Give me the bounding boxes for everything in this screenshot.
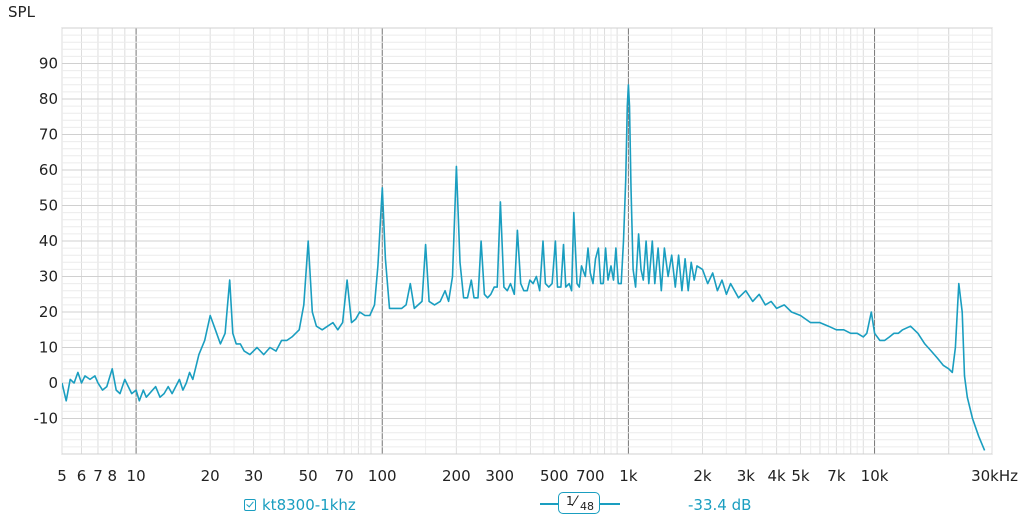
- smoothing-value-box[interactable]: 1 ⁄ 48: [558, 492, 600, 514]
- fraction-slash-icon: ⁄: [574, 494, 577, 510]
- y-tick-label: 20: [39, 303, 58, 321]
- x-tick-label: 50: [299, 467, 318, 485]
- y-tick-label: 30: [39, 268, 58, 286]
- y-tick-label: 10: [39, 339, 58, 357]
- x-tick-label: 30: [244, 467, 263, 485]
- series-toggle[interactable]: kt8300-1khz: [244, 496, 356, 514]
- x-tick-label: 6: [77, 467, 87, 485]
- x-tick-label: 10k: [861, 467, 889, 485]
- x-tick-label: 5: [57, 467, 67, 485]
- x-tick-label: 2k: [693, 467, 712, 485]
- checkbox-checked-icon[interactable]: [244, 499, 256, 511]
- smoothing-denominator: 48: [580, 500, 594, 513]
- x-tick-label: 30kHz: [971, 467, 1018, 485]
- x-tick-label: 100: [368, 467, 397, 485]
- y-tick-label: 70: [39, 126, 58, 144]
- y-tick-label: 0: [48, 374, 58, 392]
- y-tick-label: -10: [34, 410, 59, 428]
- y-tick-labels: -10 0 10 20 30 40 50 60 70 80 90: [34, 55, 59, 428]
- x-tick-labels: 5 6 7 8 10 20 30 50 70 100 200 300 500 700 1k 2k 3k 4k 5k 7…: [57, 467, 1018, 485]
- x-tick-label: 1k: [619, 467, 638, 485]
- x-tick-label: 700: [576, 467, 605, 485]
- y-tick-label: 90: [39, 55, 58, 73]
- smoothing-control[interactable]: 1 ⁄ 48: [540, 492, 620, 516]
- x-tick-label: 10: [127, 467, 146, 485]
- x-tick-label: 5k: [791, 467, 810, 485]
- cursor-readout: -33.4 dB: [688, 496, 751, 514]
- x-tick-label: 300: [485, 467, 514, 485]
- x-tick-label: 70: [335, 467, 354, 485]
- x-tick-label: 7k: [827, 467, 846, 485]
- x-tick-label: 7: [93, 467, 103, 485]
- y-tick-label: 60: [39, 161, 58, 179]
- cursor-readout-value: -33.4 dB: [688, 496, 752, 514]
- x-tick-label: 3k: [737, 467, 756, 485]
- grid-lines: [61, 27, 993, 455]
- y-tick-label: 80: [39, 90, 58, 108]
- x-tick-label: 20: [201, 467, 220, 485]
- x-tick-label: 500: [540, 467, 569, 485]
- spl-chart: -10 0 10 20 30 40 50 60 70 80 90 5 6 7 8 10 20 30 50 70 100…: [8, 3, 1018, 485]
- y-tick-label: 40: [39, 232, 58, 250]
- y-axis-title: SPL: [8, 3, 36, 21]
- series-label: kt8300-1khz: [262, 496, 356, 514]
- y-tick-label: 50: [39, 197, 58, 215]
- smoothing-numerator: 1: [566, 494, 574, 508]
- legend-bar: kt8300-1khz 1 ⁄ 48 -33.4 dB: [0, 490, 1024, 520]
- x-tick-label: 8: [107, 467, 117, 485]
- x-tick-label: 200: [442, 467, 471, 485]
- x-tick-label: 4k: [767, 467, 786, 485]
- series-line-kt8300-1khz: [62, 84, 986, 451]
